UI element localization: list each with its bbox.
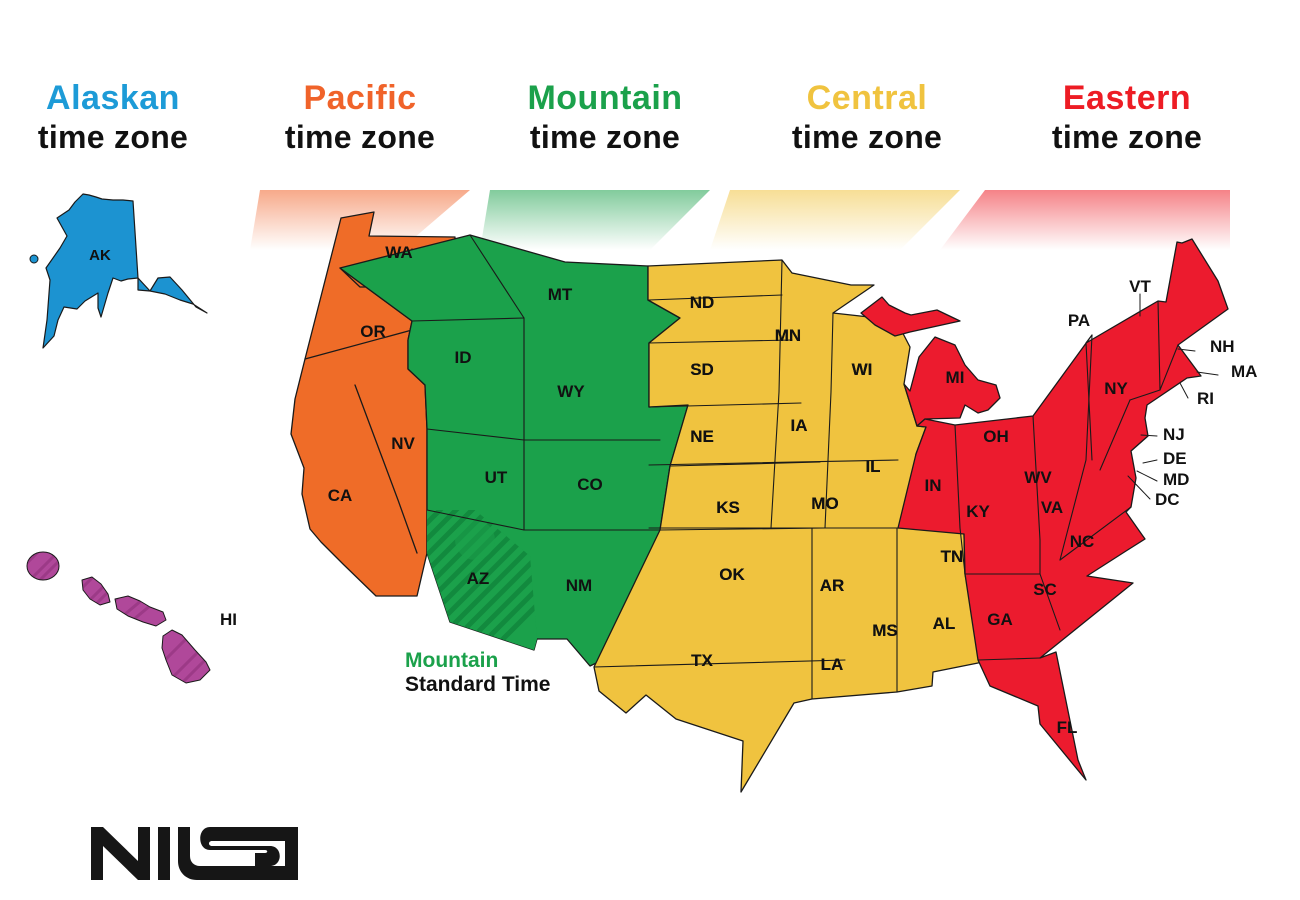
svg-text:OK: OK <box>719 565 745 584</box>
svg-text:TX: TX <box>691 651 713 670</box>
svg-text:AK: AK <box>89 247 111 264</box>
svg-text:NM: NM <box>566 576 592 595</box>
svg-text:MA: MA <box>1231 362 1257 381</box>
svg-text:NJ: NJ <box>1163 425 1185 444</box>
svg-text:CA: CA <box>328 486 353 505</box>
svg-text:WY: WY <box>557 382 585 401</box>
svg-text:ND: ND <box>690 293 715 312</box>
svg-text:MD: MD <box>1163 470 1189 489</box>
svg-text:TN: TN <box>941 547 964 566</box>
svg-text:ID: ID <box>455 348 472 367</box>
svg-text:MO: MO <box>811 494 838 513</box>
svg-text:DC: DC <box>1155 490 1180 509</box>
svg-text:IA: IA <box>791 416 808 435</box>
svg-text:UT: UT <box>485 468 508 487</box>
svg-text:MT: MT <box>548 285 573 304</box>
svg-text:KY: KY <box>966 502 990 521</box>
svg-text:AR: AR <box>820 576 845 595</box>
svg-text:NE: NE <box>690 427 714 446</box>
svg-text:RI: RI <box>1197 389 1214 408</box>
svg-text:NH: NH <box>1210 337 1235 356</box>
svg-text:NC: NC <box>1070 532 1095 551</box>
svg-text:GA: GA <box>987 610 1013 629</box>
svg-text:VA: VA <box>1041 498 1063 517</box>
svg-text:KS: KS <box>716 498 740 517</box>
svg-text:NV: NV <box>391 434 415 453</box>
svg-text:OH: OH <box>983 427 1009 446</box>
svg-text:AL: AL <box>933 614 956 633</box>
svg-text:HI: HI <box>220 610 237 629</box>
svg-text:OR: OR <box>360 322 386 341</box>
svg-text:WV: WV <box>1024 468 1052 487</box>
svg-text:IN: IN <box>925 476 942 495</box>
svg-text:DE: DE <box>1163 449 1187 468</box>
svg-text:WA: WA <box>385 243 412 262</box>
svg-text:SD: SD <box>690 360 714 379</box>
svg-text:NY: NY <box>1104 379 1128 398</box>
svg-text:MS: MS <box>872 621 898 640</box>
svg-text:LA: LA <box>821 655 844 674</box>
svg-text:IL: IL <box>865 457 880 476</box>
svg-text:MI: MI <box>946 368 965 387</box>
svg-text:AZ: AZ <box>467 569 490 588</box>
svg-text:VT: VT <box>1129 277 1151 296</box>
svg-text:WI: WI <box>852 360 873 379</box>
svg-text:MN: MN <box>775 326 801 345</box>
svg-text:PA: PA <box>1068 311 1090 330</box>
svg-text:FL: FL <box>1057 718 1078 737</box>
svg-text:CO: CO <box>577 475 603 494</box>
svg-text:SC: SC <box>1033 580 1057 599</box>
